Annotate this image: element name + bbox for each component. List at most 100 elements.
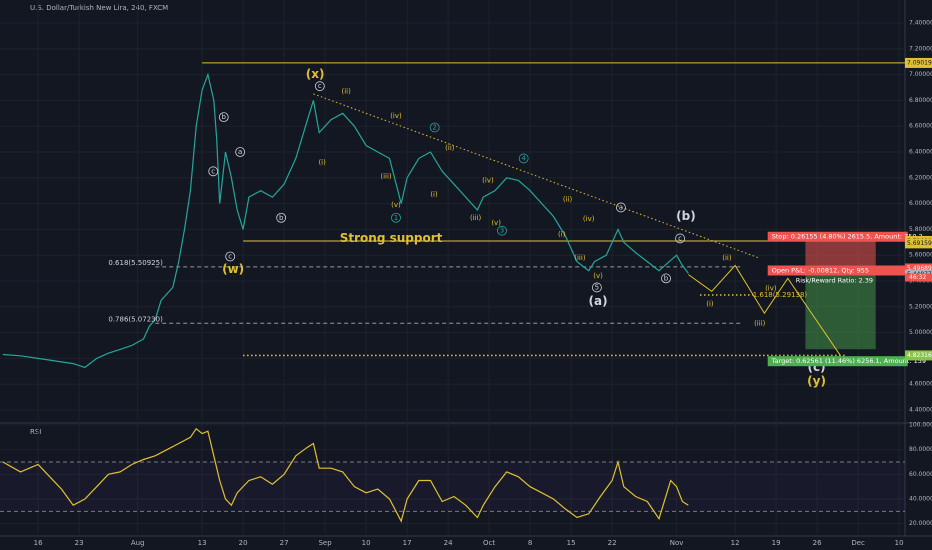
chart-title: U.S. Dollar/Turkish New Lira, 240, FXCM	[30, 4, 168, 12]
annotation: (v)	[491, 219, 501, 227]
annotation: (ii)	[342, 87, 352, 95]
price-label-box	[905, 263, 932, 274]
countdown-box	[905, 273, 932, 282]
rsi-title: RSI	[30, 428, 41, 436]
x-tick-label: 17	[403, 539, 412, 547]
x-tick-label: Sep	[318, 539, 332, 547]
annotation: (a)	[589, 294, 608, 308]
annotation: (w)	[222, 262, 244, 276]
annotation-circle	[208, 166, 219, 177]
y-tick-label: 7.00000	[909, 71, 932, 78]
annotation: b	[664, 274, 669, 282]
y-tick-label: 6.40000	[909, 148, 932, 155]
x-tick-label: 26	[813, 539, 822, 547]
target-zone	[805, 268, 876, 350]
annotation: 0.786(5.07230)	[108, 316, 163, 324]
price-label-box	[905, 238, 932, 249]
y-tick-label: 5.80000	[909, 226, 932, 233]
y-tick-label: 20.0000	[909, 520, 932, 527]
price-label-box	[905, 350, 932, 361]
y-tick-label: 4.40000	[909, 407, 932, 414]
annotation: c	[678, 234, 682, 242]
annotation: 4	[521, 154, 526, 162]
price-line	[2, 427, 689, 523]
annotation: (y)	[807, 374, 826, 388]
annotation: Strong support	[340, 231, 443, 245]
x-tick-label: 27	[280, 539, 289, 547]
annotation-circle	[591, 282, 602, 293]
x-tick-label: Oct	[483, 539, 495, 547]
annotation: (iv)	[482, 176, 494, 184]
annotation: c	[211, 167, 215, 175]
annotation-circle	[675, 233, 685, 244]
annotation-circle	[518, 153, 529, 164]
y-tick-label: 40.0000	[909, 496, 932, 503]
price-label: 7.09019	[907, 59, 932, 66]
y-tick-label: 6.80000	[909, 97, 932, 104]
price-line	[2, 72, 689, 369]
x-tick-label: 24	[444, 539, 453, 547]
price-label: 5.49689	[907, 265, 932, 272]
annotation: (b)	[676, 209, 696, 223]
annotation-circle	[661, 273, 671, 284]
price-label: 4.82316	[907, 352, 932, 359]
x-tick-label: Nov	[670, 539, 684, 547]
annotation: a	[619, 203, 623, 211]
x-tick-label: 16	[34, 539, 43, 547]
y-tick-label: 7.40000	[909, 19, 932, 26]
annotation: (iii)	[470, 214, 482, 222]
annotation-circle	[616, 202, 626, 213]
y-tick-label: 5.20000	[909, 303, 932, 310]
x-tick-label: 23	[75, 539, 84, 547]
x-tick-label: 10	[895, 539, 904, 547]
y-tick-label: 5.60000	[909, 252, 932, 259]
annotation: (iv)	[390, 112, 402, 120]
annotation: b	[222, 113, 227, 121]
x-tick-label: Dec	[851, 539, 865, 547]
pnl-text-box	[767, 265, 908, 276]
annotation: (i)	[430, 191, 438, 199]
x-tick-label: 20	[239, 539, 248, 547]
annotation: (iii)	[380, 172, 392, 180]
annotation: b	[279, 214, 284, 222]
annotation-circle	[235, 147, 246, 157]
annotation: c	[318, 82, 322, 90]
annotation-circle	[225, 251, 236, 262]
target-text: Target: 0.62561 (11.46%) 6256.1, Amount:…	[771, 357, 926, 365]
rsi-band-fill	[0, 462, 905, 512]
target-text-box	[767, 356, 908, 367]
annotation: (ii)	[563, 196, 573, 204]
annotation-circle	[497, 225, 507, 236]
annotation-circle	[314, 81, 325, 92]
annotation: a	[238, 148, 242, 156]
x-tick-label: 13	[198, 539, 207, 547]
annotation: 2	[432, 123, 436, 131]
price-label: 5.69159	[907, 240, 932, 247]
countdown: 46:32	[909, 274, 926, 281]
stop-text-box	[767, 231, 908, 242]
y-tick-label: 7.20000	[909, 45, 932, 52]
x-tick-label: 8	[528, 539, 532, 547]
x-tick-label: 12	[731, 539, 740, 547]
y-tick-label: 6.20000	[909, 174, 932, 181]
stop-text: Stop: 0.26155 (4.80%) 2615.5, Amount: 75…	[772, 233, 923, 241]
y-tick-label: 4.60000	[909, 381, 932, 388]
annotation: (i)	[558, 231, 566, 239]
y-tick-label: 80.0000	[909, 446, 932, 453]
annotation: (iii)	[574, 254, 586, 262]
trendline	[313, 93, 759, 259]
annotation: (v)	[593, 272, 603, 280]
y-tick-label: 6.60000	[909, 123, 932, 130]
pnl-text: Open P&L: -0.00812, Qty: 955	[772, 266, 869, 274]
x-tick-label: 19	[772, 539, 781, 547]
x-tick-label: 22	[608, 539, 617, 547]
y-tick-label: 60.0000	[909, 471, 932, 478]
annotation: 5	[595, 283, 599, 291]
annotation: (iii)	[754, 320, 766, 328]
annotation: 1	[394, 214, 398, 222]
annotation-circle	[276, 212, 287, 223]
annotation: (iv)	[765, 285, 777, 293]
annotation: 3	[500, 227, 504, 235]
